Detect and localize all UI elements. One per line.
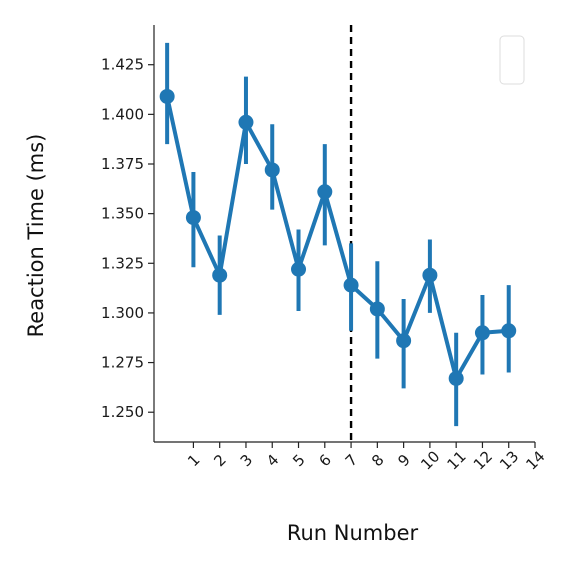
y-tick-label: 1.325 bbox=[101, 254, 144, 272]
y-tick-label: 1.300 bbox=[101, 304, 144, 322]
x-tick-label: 4 bbox=[263, 451, 282, 470]
x-axis-ticks: 1 2 3 4 5 6 7 8 9 10 11 12 13 14 bbox=[184, 442, 549, 474]
x-tick-label: 14 bbox=[522, 447, 548, 473]
data-point bbox=[212, 267, 228, 283]
x-tick-label: 13 bbox=[496, 447, 522, 473]
x-tick-label: 1 bbox=[184, 451, 203, 470]
series-layer bbox=[159, 42, 517, 427]
y-tick-label: 1.400 bbox=[101, 105, 144, 123]
x-tick-label: 9 bbox=[394, 451, 413, 470]
x-tick-label: 2 bbox=[210, 451, 229, 470]
x-tick-label: 12 bbox=[470, 447, 496, 473]
data-point bbox=[238, 114, 254, 130]
x-tick-label: 5 bbox=[289, 451, 308, 470]
x-tick-label: 11 bbox=[444, 447, 470, 473]
data-point bbox=[159, 88, 175, 104]
legend-box bbox=[499, 35, 525, 85]
y-tick-label: 1.350 bbox=[101, 205, 144, 223]
data-point bbox=[501, 323, 517, 339]
x-tick-label: 6 bbox=[316, 451, 335, 470]
data-point bbox=[474, 325, 490, 341]
y-axis-ticks: 1.250 1.275 1.300 1.325 1.350 1.375 1.400 1.425 bbox=[101, 56, 154, 421]
x-axis-title: Run Number bbox=[287, 521, 419, 545]
y-tick-label: 1.425 bbox=[101, 56, 144, 74]
data-point bbox=[422, 267, 438, 283]
data-point bbox=[291, 261, 307, 277]
data-point bbox=[369, 301, 385, 317]
y-tick-label: 1.275 bbox=[101, 354, 144, 372]
y-axis-title: Reaction Time (ms) bbox=[24, 134, 48, 338]
data-point bbox=[343, 277, 359, 293]
data-point bbox=[264, 162, 280, 178]
data-point bbox=[396, 333, 412, 349]
y-tick-label: 1.250 bbox=[101, 403, 144, 421]
y-tick-label: 1.375 bbox=[101, 155, 144, 173]
data-point bbox=[448, 370, 464, 386]
x-tick-label: 7 bbox=[342, 451, 361, 470]
data-point bbox=[317, 184, 333, 200]
x-tick-label: 8 bbox=[368, 451, 387, 470]
series-line bbox=[165, 94, 511, 381]
x-tick-label: 10 bbox=[417, 447, 443, 473]
data-point bbox=[185, 210, 201, 226]
x-tick-label: 3 bbox=[237, 451, 256, 470]
